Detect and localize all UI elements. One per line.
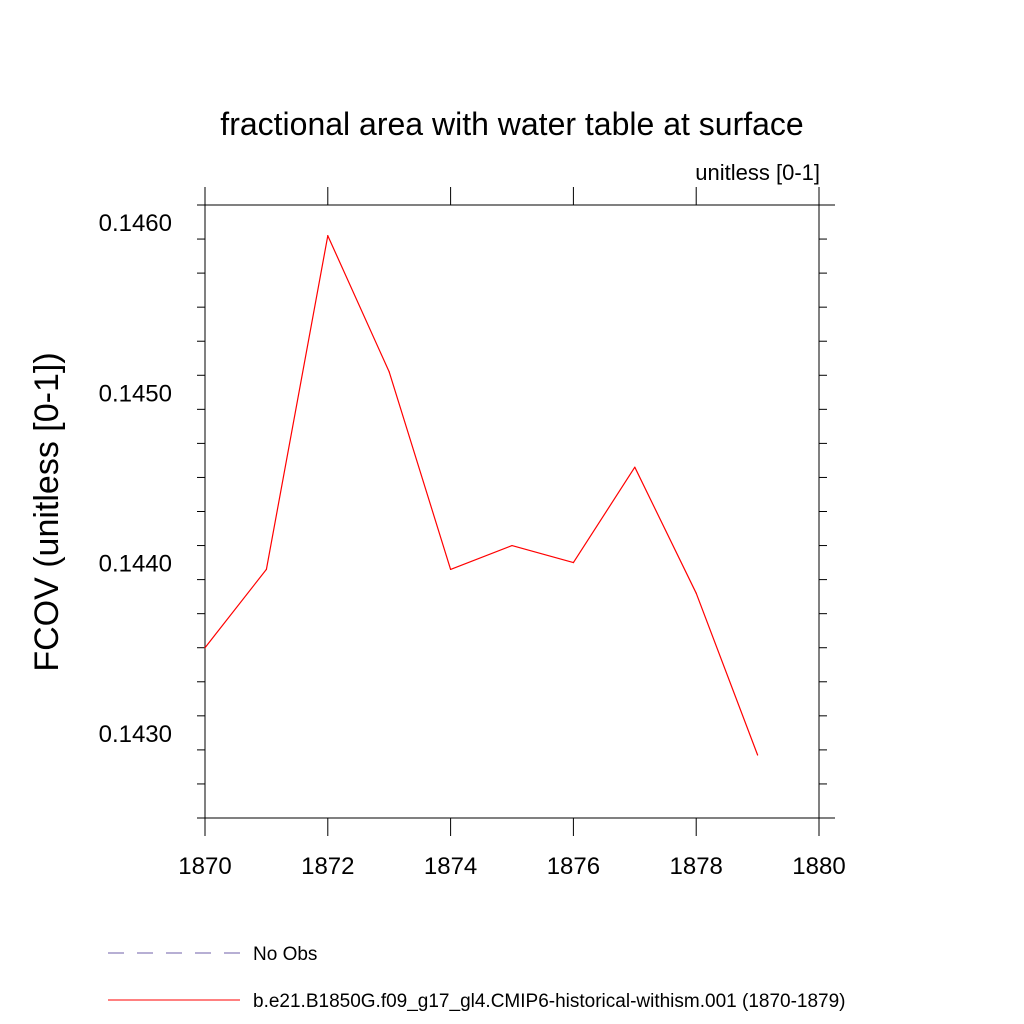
data-point: [757, 754, 759, 756]
data-point: [327, 235, 329, 237]
data-point: [388, 371, 390, 373]
x-tick-label: 1876: [547, 853, 600, 880]
chart-subtitle: unitless [0-1]: [695, 160, 820, 185]
legend: No Obs b.e21.B1850G.f09_g17_gl4.CMIP6-hi…: [108, 944, 846, 1012]
data-point: [450, 568, 452, 570]
data-point: [511, 544, 513, 547]
series-group: [204, 235, 759, 756]
series-line-model-run: [204, 235, 759, 756]
x-tick-label: 1872: [301, 853, 354, 880]
y-axis-label: FCOV (unitless [0-1]): [28, 352, 66, 671]
data-point: [572, 561, 575, 564]
x-tick-label: 1880: [792, 853, 845, 880]
y-tick-label: 0.1450: [99, 380, 172, 407]
y-tick-labels: 0.1430 0.1440 0.1450 0.1460: [99, 210, 172, 748]
legend-label-model-run: b.e21.B1850G.f09_g17_gl4.CMIP6-historica…: [253, 991, 846, 1012]
x-tick-labels: 1870 1872 1874 1876 1878 1880: [178, 853, 845, 880]
data-point: [265, 568, 267, 570]
y-tick-label: 0.1440: [99, 551, 172, 578]
y-tick-label: 0.1460: [99, 210, 172, 237]
ticks: [197, 187, 835, 836]
data-point: [204, 647, 206, 649]
data-point: [634, 466, 636, 468]
x-tick-label: 1874: [424, 853, 477, 880]
chart-title: fractional area with water table at surf…: [220, 106, 803, 142]
plot-frame: [204, 204, 820, 819]
x-tick-label: 1878: [670, 853, 723, 880]
y-tick-label: 0.1430: [99, 721, 172, 748]
data-point: [695, 592, 697, 594]
legend-label-no-obs: No Obs: [253, 944, 317, 965]
x-tick-label: 1870: [178, 853, 231, 880]
